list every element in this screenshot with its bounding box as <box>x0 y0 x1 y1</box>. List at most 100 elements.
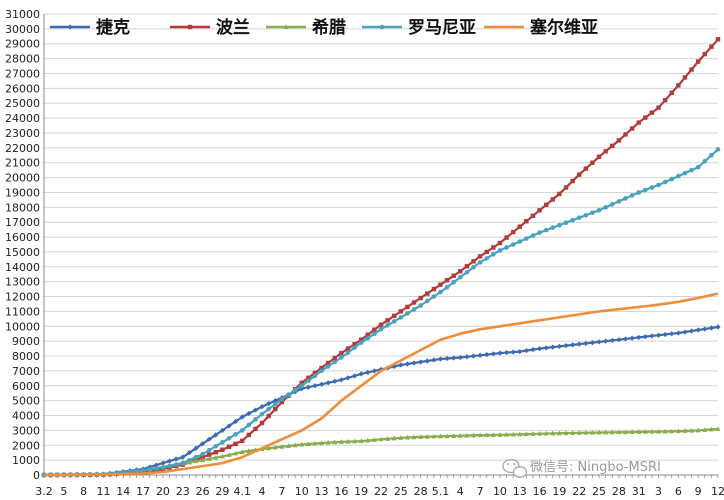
data-point <box>457 433 463 438</box>
data-point <box>503 349 510 356</box>
y-tick-label: 26000 <box>5 82 40 95</box>
data-point <box>590 210 595 216</box>
data-point <box>411 300 417 305</box>
legend-label: 希腊 <box>312 17 346 38</box>
data-point <box>292 387 298 393</box>
x-tick-label: 5 <box>60 485 67 498</box>
x-tick-label: 5.1 <box>432 485 450 498</box>
y-tick-label: 9000 <box>12 335 40 348</box>
data-point <box>233 450 239 456</box>
data-point <box>160 465 166 470</box>
data-point <box>517 431 523 437</box>
data-point <box>200 457 206 463</box>
legend-label: 捷克 <box>96 17 130 38</box>
data-point <box>226 452 232 457</box>
data-point <box>252 407 259 413</box>
data-point <box>550 197 556 202</box>
data-point <box>424 298 430 304</box>
data-point <box>576 430 582 435</box>
data-point <box>537 230 542 235</box>
data-point <box>444 355 450 362</box>
data-point <box>576 341 582 347</box>
data-point <box>530 431 536 436</box>
data-point <box>345 350 351 355</box>
data-point <box>398 309 404 314</box>
data-point <box>471 265 476 270</box>
data-point <box>491 252 496 257</box>
data-point <box>589 429 595 435</box>
data-point <box>187 24 193 30</box>
data-point <box>662 428 668 434</box>
data-point <box>312 373 318 379</box>
data-point <box>702 158 708 164</box>
data-point <box>226 436 232 441</box>
data-point <box>67 24 73 30</box>
data-point <box>193 458 199 464</box>
data-point <box>629 126 635 131</box>
watermark-text: 微信号: Ningbo-MSRI <box>530 460 661 475</box>
data-point <box>643 115 648 120</box>
legend-item: 罗马尼亚 <box>362 18 476 38</box>
y-tick-label: 21000 <box>5 157 40 170</box>
x-tick-label: 25 <box>394 485 408 498</box>
data-point <box>517 224 522 229</box>
data-point <box>590 160 595 165</box>
data-point <box>266 406 271 412</box>
data-point <box>682 170 688 176</box>
data-point <box>173 462 179 467</box>
data-point <box>385 322 390 328</box>
data-point <box>497 240 503 246</box>
data-point <box>629 193 635 198</box>
data-point <box>166 458 173 464</box>
data-point <box>259 403 265 410</box>
data-point <box>438 282 443 287</box>
x-tick-label: 19 <box>354 485 368 498</box>
y-tick-label: 3000 <box>12 424 40 437</box>
data-point <box>649 333 655 339</box>
x-tick-label: 4 <box>259 485 266 498</box>
data-point <box>491 245 496 250</box>
data-point <box>378 326 384 332</box>
data-point <box>392 313 397 319</box>
data-point <box>306 375 311 381</box>
data-point <box>147 467 153 472</box>
data-point <box>332 359 338 365</box>
data-point <box>583 212 589 218</box>
data-point <box>352 345 357 350</box>
data-point <box>286 392 291 397</box>
data-point <box>669 90 674 96</box>
data-point <box>563 220 569 225</box>
data-point <box>173 456 179 462</box>
legend: 捷克 波兰 希腊 罗马尼亚 塞尔维亚 <box>50 17 598 38</box>
y-tick-label: 15000 <box>5 246 40 259</box>
legend-item: 波兰 <box>170 17 250 38</box>
data-point <box>365 335 371 341</box>
data-point <box>636 429 642 434</box>
data-point <box>458 269 463 274</box>
data-point <box>246 448 252 453</box>
series-line <box>43 292 719 477</box>
data-point <box>709 44 714 49</box>
data-point <box>583 429 589 435</box>
data-point <box>325 380 331 386</box>
data-point <box>642 334 648 340</box>
y-tick-label: 6000 <box>12 380 40 393</box>
data-point <box>702 427 708 432</box>
data-point <box>589 340 596 346</box>
data-point <box>477 352 483 358</box>
data-point <box>180 460 186 466</box>
data-point <box>193 454 199 460</box>
legend-label: 塞尔维亚 <box>530 17 598 38</box>
data-point <box>219 427 226 433</box>
data-point <box>206 456 212 461</box>
data-point <box>577 172 582 177</box>
x-tick-label: 23 <box>176 485 190 498</box>
data-point <box>437 433 443 439</box>
data-point <box>253 426 258 432</box>
data-point <box>338 439 344 444</box>
wechat-icon <box>502 458 528 478</box>
data-point <box>550 430 556 436</box>
data-point <box>319 440 325 446</box>
data-point <box>629 429 635 434</box>
data-point <box>563 343 569 349</box>
